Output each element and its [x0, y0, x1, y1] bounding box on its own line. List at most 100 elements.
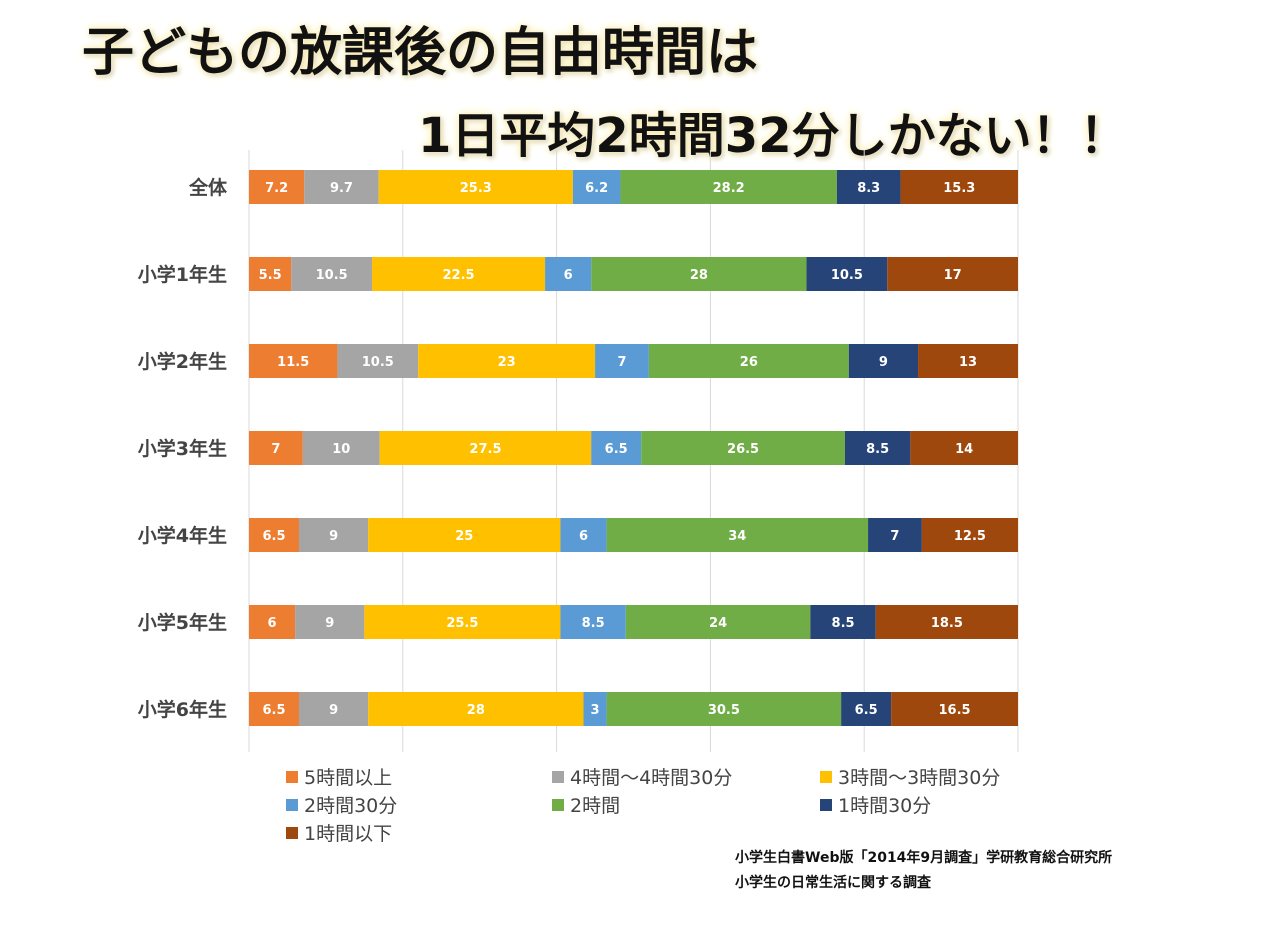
data-label: 28	[467, 703, 485, 718]
data-label: 15.3	[943, 181, 975, 196]
bar-segment	[372, 257, 546, 291]
bar-segment	[249, 170, 305, 204]
bar-segment	[591, 431, 642, 465]
bar-segment	[249, 257, 292, 291]
data-label: 12.5	[954, 529, 986, 544]
bar-segment	[648, 344, 849, 378]
data-label: 9.7	[330, 181, 353, 196]
bar-segment	[583, 692, 607, 726]
data-label: 25.3	[460, 181, 492, 196]
data-label: 8.3	[857, 181, 880, 196]
title-line-2: 1日平均2時間32分しかない！！	[418, 108, 1128, 164]
bar-segment	[641, 431, 845, 465]
data-label: 7	[271, 442, 280, 457]
bar-segment	[810, 605, 876, 639]
data-label: 8.5	[866, 442, 889, 457]
bar-segment	[806, 257, 888, 291]
category-label: 全体	[188, 176, 228, 199]
legend-label: 4時間〜4時間30分	[570, 767, 732, 789]
bar-segment	[298, 692, 369, 726]
data-label: 7	[617, 355, 626, 370]
bar-segment	[378, 170, 573, 204]
category-label: 小学5年生	[138, 611, 227, 634]
source-line-1: 小学生白書Web版「2014年9月調査」学研教育総合研究所	[735, 850, 1113, 866]
data-label: 30.5	[708, 703, 740, 718]
data-label: 14	[955, 442, 973, 457]
bar-segment	[910, 431, 1018, 465]
bar-segment	[368, 518, 561, 552]
bar-segment	[620, 170, 837, 204]
category-label: 小学2年生	[138, 350, 227, 373]
legend-label: 2時間30分	[304, 795, 397, 817]
source-line-2: 小学生の日常生活に関する調査	[735, 875, 931, 891]
data-label: 3	[591, 703, 600, 718]
legend-label: 3時間〜3時間30分	[838, 767, 1000, 789]
legend-label: 5時間以上	[304, 767, 392, 789]
data-label: 6.5	[855, 703, 878, 718]
bar-segment	[591, 257, 807, 291]
data-label: 9	[325, 616, 334, 631]
data-label: 6.5	[262, 703, 285, 718]
data-label: 8.5	[832, 616, 855, 631]
bar-segment	[298, 518, 369, 552]
data-label: 25.5	[446, 616, 478, 631]
bar-segment	[302, 431, 380, 465]
legend-swatch	[552, 799, 564, 811]
bar-segment	[572, 170, 621, 204]
bar-segment	[249, 518, 299, 552]
data-label: 6.2	[585, 181, 608, 196]
data-label: 13	[959, 355, 977, 370]
data-label: 6.5	[605, 442, 628, 457]
category-label: 小学1年生	[138, 263, 227, 286]
bar-segment	[836, 170, 901, 204]
data-label: 9	[329, 529, 338, 544]
bar-segment	[249, 431, 303, 465]
category-label: 小学4年生	[138, 524, 227, 547]
data-label: 7	[890, 529, 899, 544]
data-label: 25	[455, 529, 473, 544]
bar-segment	[606, 692, 842, 726]
bar-segment	[921, 518, 1018, 552]
category-label: 小学3年生	[138, 437, 227, 460]
legend-swatch	[820, 771, 832, 783]
bar-segment	[918, 344, 1018, 378]
data-label: 6	[268, 616, 277, 631]
title-line-1: 子どもの放課後の自由時間は	[82, 23, 759, 83]
data-label: 9	[879, 355, 888, 370]
data-label: 18.5	[931, 616, 963, 631]
data-label: 24	[709, 616, 727, 631]
data-label: 26	[740, 355, 758, 370]
bar-segment	[841, 692, 892, 726]
data-label: 8.5	[582, 616, 605, 631]
data-label: 22.5	[443, 268, 475, 283]
data-label: 28.2	[713, 181, 745, 196]
bar-segment	[875, 605, 1018, 639]
bar-segment	[625, 605, 811, 639]
bar-segment	[545, 257, 592, 291]
data-label: 6	[579, 529, 588, 544]
legend-swatch	[552, 771, 564, 783]
legend-swatch	[286, 799, 298, 811]
bar-segment	[249, 692, 299, 726]
bar-segment	[418, 344, 596, 378]
data-label: 11.5	[277, 355, 309, 370]
bar-segment	[891, 692, 1018, 726]
data-label: 28	[690, 268, 708, 283]
bar-segment	[295, 605, 365, 639]
data-label: 27.5	[469, 442, 501, 457]
legend-swatch	[286, 771, 298, 783]
bar-segment	[560, 605, 626, 639]
bar-segment	[560, 518, 607, 552]
data-label: 16.5	[939, 703, 971, 718]
bar-segment	[249, 344, 338, 378]
data-label: 10	[332, 442, 350, 457]
bar-segment	[900, 170, 1018, 204]
data-label: 26.5	[727, 442, 759, 457]
bar-segment	[368, 692, 584, 726]
bar-segment	[595, 344, 649, 378]
legend-label: 1時間30分	[838, 795, 931, 817]
data-label: 17	[944, 268, 962, 283]
data-label: 34	[728, 529, 746, 544]
legend-swatch	[820, 799, 832, 811]
data-label: 7.2	[265, 181, 288, 196]
